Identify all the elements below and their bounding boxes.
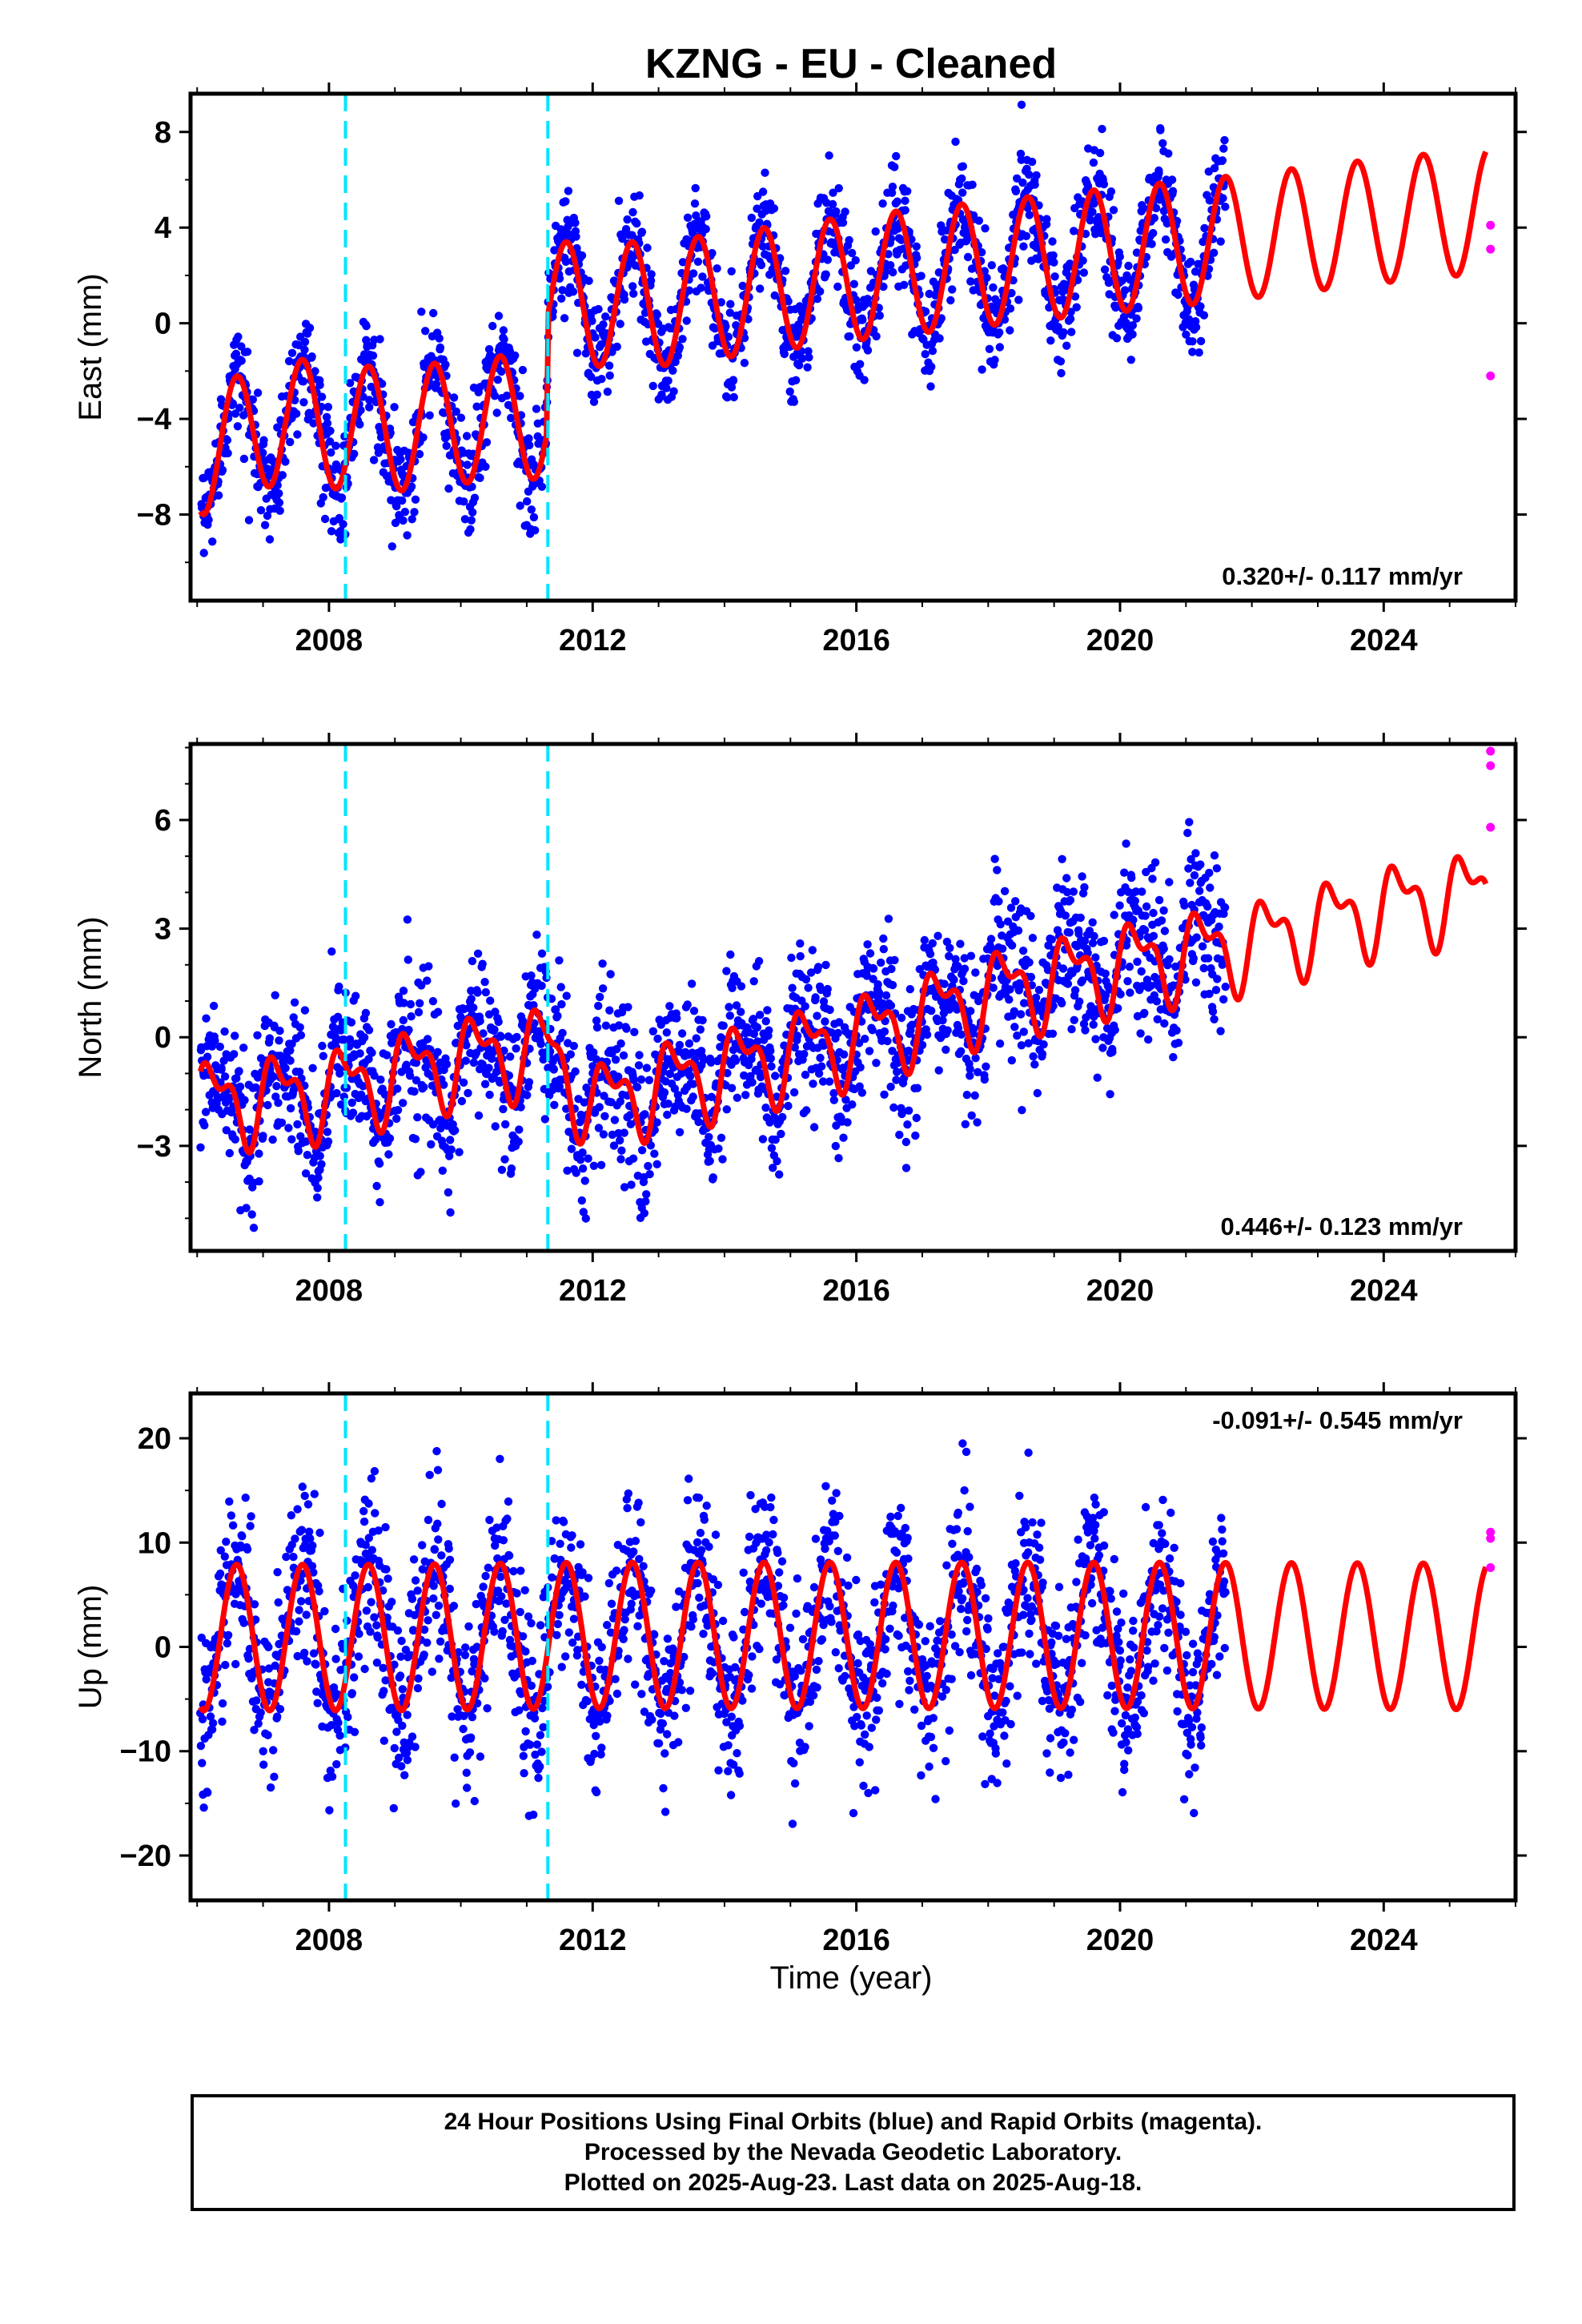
y-tick-label: 3 (155, 913, 171, 947)
rapid-orbit-point (1486, 1527, 1496, 1537)
plot-frame (188, 91, 1518, 603)
rapid-orbit-point (1486, 822, 1496, 832)
footer-line-processed: Processed by the Nevada Geodetic Laborat… (584, 2139, 1122, 2165)
x-tick-label: 2020 (1086, 1924, 1154, 1957)
x-tick-label: 2024 (1350, 1274, 1418, 1308)
panel-east: 8 4 0 −4 −8 2008 2012 2016 2020 2024 East (mm) 0.32… (73, 82, 1527, 657)
y-axis-label: Up (mm) (73, 1585, 108, 1710)
y-axis-label: East (mm) (73, 273, 108, 420)
x-tick-label: 2024 (1350, 624, 1418, 657)
y-tick-label: 0 (155, 1021, 171, 1055)
x-tick-label: 2008 (295, 1274, 363, 1308)
y-tick-label: 0 (155, 308, 171, 341)
panel-north: 6 3 0 −3 2008 2012 2016 2020 2024 North (mm) 0.446… (73, 733, 1527, 1308)
x-tick-label: 2016 (822, 624, 890, 657)
footer-line-plotted: Plotted on 2025-Aug-23. Last data on 202… (564, 2169, 1142, 2196)
x-tick-label: 2020 (1086, 624, 1154, 657)
rapid-orbit-point (1486, 746, 1496, 756)
model-fit-line (198, 150, 1489, 517)
x-tick-label: 2012 (559, 624, 627, 657)
x-tick-label: 2020 (1086, 1274, 1154, 1308)
y-tick-label: −4 (137, 403, 171, 436)
velocity-rate-label: 0.446+/- 0.123 mm/yr (1221, 1212, 1463, 1240)
x-tick-label: 2024 (1350, 1924, 1418, 1957)
model-fit-line (198, 1559, 1489, 1714)
footer-line-orbits: 24 Hour Positions Using Final Orbits (bl… (444, 2109, 1263, 2135)
rapid-orbit-point (1486, 220, 1496, 230)
model-fit-line (198, 854, 1489, 1156)
chart-title: KZNG - EU - Cleaned (645, 41, 1057, 87)
y-tick-label: 20 (138, 1422, 171, 1456)
y-tick-label: −3 (137, 1130, 171, 1164)
y-tick-label: 6 (155, 804, 171, 838)
rapid-orbit-point (1486, 1563, 1496, 1573)
y-tick-label: 0 (155, 1631, 171, 1665)
velocity-rate-label: 0.320+/- 0.117 mm/yr (1222, 562, 1463, 590)
y-tick-label: −8 (137, 499, 171, 533)
rapid-orbit-point (1486, 761, 1496, 770)
x-tick-label: 2016 (822, 1924, 890, 1957)
y-tick-label: 4 (155, 211, 171, 245)
data-points (197, 100, 1230, 557)
x-tick-label: 2016 (822, 1274, 890, 1308)
panels: 8 4 0 −4 −8 2008 2012 2016 2020 2024 East (mm) 0.32… (73, 82, 1527, 1957)
data-points (196, 818, 1230, 1232)
velocity-rate-label: -0.091+/- 0.545 mm/yr (1212, 1406, 1463, 1434)
x-axis-label: Time (year) (770, 1960, 933, 1996)
x-tick-label: 2012 (559, 1924, 627, 1957)
y-tick-label: 10 (138, 1526, 171, 1560)
y-tick-label: −20 (120, 1839, 171, 1873)
footer-caption-box: 24 Hour Positions Using Final Orbits (bl… (191, 2094, 1516, 2211)
x-tick-label: 2008 (295, 1924, 363, 1957)
panel-up: 20 10 0 −10 −20 2008 2012 2016 2020 2024 Up (mm) -0… (73, 1382, 1527, 1957)
x-tick-label: 2008 (295, 624, 363, 657)
plot-frame (188, 742, 1518, 1253)
rapid-orbit-point (1486, 244, 1496, 254)
x-tick-label: 2012 (559, 1274, 627, 1308)
rapid-orbit-point (1486, 1534, 1496, 1543)
y-tick-label: −10 (120, 1735, 171, 1769)
rapid-orbit-point (1486, 371, 1496, 380)
plot-frame (188, 1391, 1518, 1903)
y-axis-label: North (mm) (73, 916, 108, 1078)
y-tick-label: 8 (155, 116, 171, 150)
